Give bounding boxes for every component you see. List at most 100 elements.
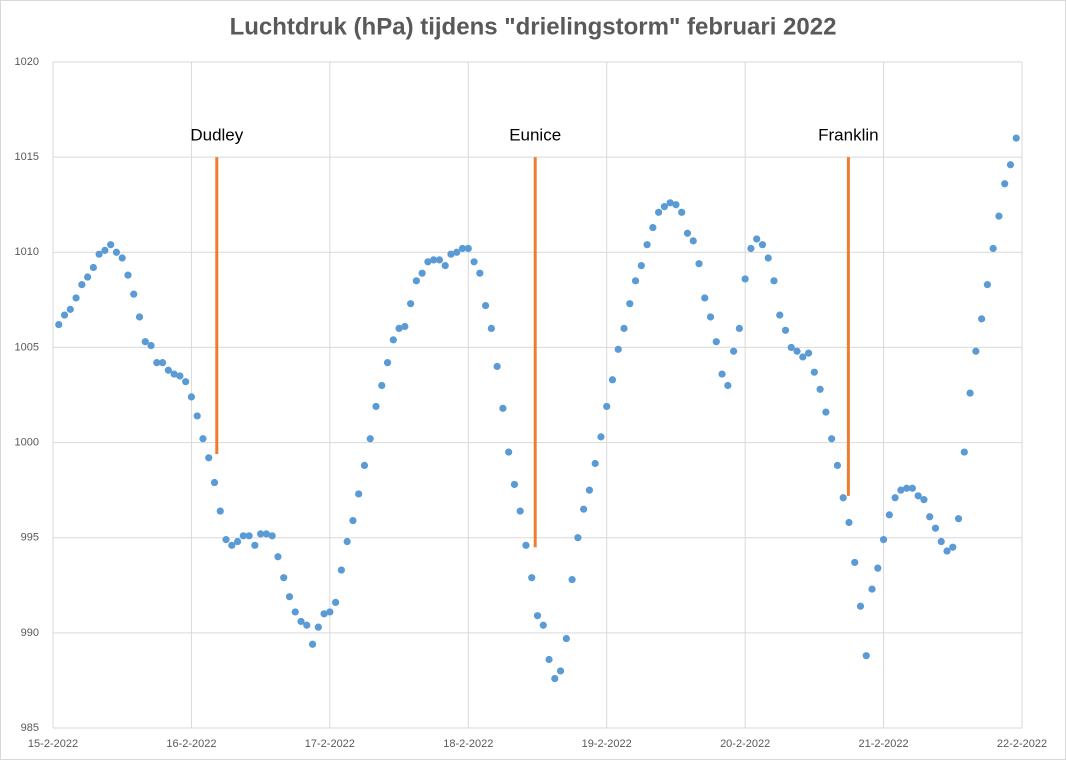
data-point	[804, 349, 813, 357]
data-point	[683, 229, 692, 237]
data-point	[135, 313, 144, 321]
data-point	[960, 448, 968, 456]
data-point	[666, 199, 674, 207]
data-point	[891, 494, 899, 502]
data-point	[949, 543, 957, 551]
data-point	[597, 433, 605, 441]
data-point	[233, 537, 242, 546]
data-point	[978, 315, 986, 323]
data-point	[481, 301, 490, 310]
storm-label: Franklin	[818, 126, 878, 145]
data-point	[187, 393, 196, 401]
x-tick-label: 20-2-2022	[720, 738, 770, 750]
data-point	[147, 341, 155, 350]
data-point	[78, 281, 86, 289]
data-point	[291, 608, 299, 616]
data-point	[551, 674, 559, 683]
data-point	[245, 532, 253, 540]
data-point	[107, 241, 115, 249]
data-point	[141, 338, 149, 346]
data-point	[164, 366, 172, 374]
data-point	[770, 277, 778, 285]
data-point	[516, 507, 524, 515]
data-point	[793, 347, 801, 355]
data-point	[493, 362, 501, 371]
data-point	[268, 532, 276, 540]
data-point	[983, 281, 991, 289]
data-point	[879, 536, 888, 544]
data-point	[741, 275, 749, 283]
data-point	[591, 459, 599, 468]
data-point	[712, 338, 720, 346]
data-point	[810, 368, 818, 376]
data-point	[868, 585, 876, 593]
data-point	[360, 461, 369, 470]
data-point	[845, 518, 853, 527]
data-point	[66, 305, 74, 313]
data-point	[510, 480, 519, 489]
data-point	[176, 372, 184, 380]
x-tick-label: 21-2-2022	[858, 738, 908, 750]
data-point	[447, 250, 455, 258]
data-point	[112, 248, 121, 256]
data-point	[228, 541, 236, 549]
data-point	[89, 263, 97, 272]
data-point	[60, 311, 69, 319]
data-point	[124, 271, 132, 279]
data-point	[314, 623, 322, 631]
data-point	[222, 536, 230, 544]
data-point	[614, 345, 622, 353]
data-point	[320, 610, 328, 618]
data-point	[458, 244, 467, 253]
data-point	[816, 385, 824, 393]
data-point	[487, 324, 495, 332]
data-point	[926, 513, 934, 521]
data-point	[297, 617, 305, 626]
data-point	[528, 574, 536, 582]
data-point	[130, 290, 138, 298]
data-point	[822, 408, 830, 416]
data-point	[182, 378, 190, 386]
data-point	[885, 511, 893, 519]
data-point	[205, 454, 213, 462]
data-point	[101, 246, 109, 254]
x-tick-label: 15-2-2022	[28, 738, 78, 750]
data-point	[620, 324, 628, 332]
data-point	[1001, 180, 1009, 188]
data-point	[556, 667, 565, 675]
data-point	[424, 258, 432, 266]
data-point	[539, 621, 547, 629]
data-point	[649, 223, 657, 232]
data-point	[787, 343, 795, 352]
data-point	[332, 598, 340, 607]
data-point	[158, 359, 167, 367]
data-point	[914, 492, 922, 500]
data-point	[210, 478, 219, 487]
data-point	[366, 435, 374, 443]
data-point	[55, 320, 63, 329]
data-point	[562, 634, 570, 643]
data-point	[72, 294, 80, 302]
data-point	[303, 621, 311, 629]
data-point	[285, 593, 294, 601]
data-point	[383, 359, 392, 367]
data-point	[118, 254, 126, 262]
data-point	[395, 324, 403, 332]
data-point	[1012, 134, 1020, 142]
x-tick-label: 19-2-2022	[582, 738, 632, 750]
data-point	[84, 273, 92, 281]
data-point	[908, 484, 917, 492]
data-point	[937, 537, 945, 546]
storm-label: Dudley	[190, 126, 243, 145]
data-point	[718, 370, 726, 378]
data-point	[262, 530, 271, 538]
data-point	[505, 448, 513, 456]
data-point	[735, 324, 743, 332]
data-point	[776, 311, 784, 319]
data-point	[608, 376, 617, 384]
data-point	[533, 612, 542, 620]
data-point	[989, 244, 997, 253]
data-point	[897, 486, 905, 494]
data-point	[856, 602, 865, 610]
data-point	[580, 505, 588, 513]
